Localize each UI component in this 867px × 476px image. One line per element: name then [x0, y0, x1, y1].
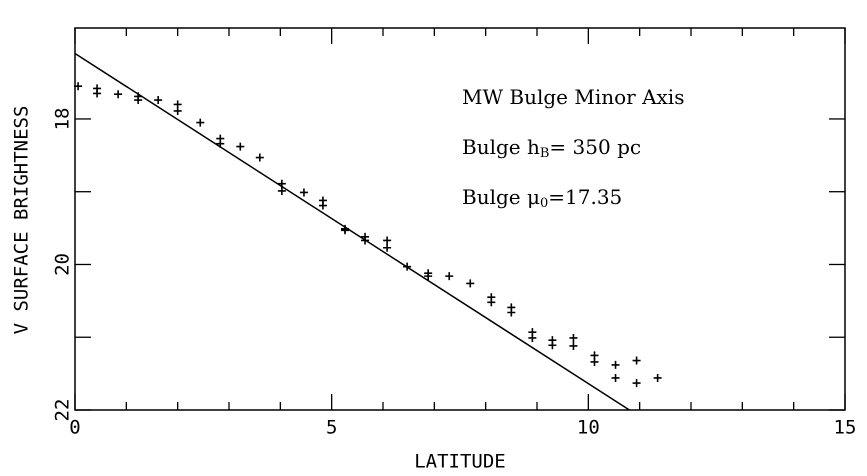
y-tick-label: 18 — [52, 108, 74, 131]
point — [318, 201, 327, 210]
point — [632, 356, 641, 365]
y-axis-label: V SURFACE BRIGHTNESS — [11, 106, 33, 335]
annotation-text: = 350 pc — [549, 135, 641, 159]
point — [383, 236, 392, 245]
point — [114, 90, 123, 99]
x-axis-label: LATITUDE — [414, 451, 506, 473]
point — [383, 243, 392, 252]
point — [487, 298, 496, 307]
annotation-subscript: 0 — [540, 196, 548, 211]
annotation-text: Bulge μ — [462, 185, 540, 209]
point — [590, 357, 599, 366]
point — [569, 333, 578, 342]
point — [548, 341, 557, 350]
plot-frame — [74, 27, 846, 411]
point — [466, 279, 475, 288]
point — [216, 139, 225, 148]
point — [653, 373, 662, 382]
point — [445, 272, 454, 281]
point — [277, 179, 286, 188]
point — [299, 188, 308, 197]
x-tick-label: 10 — [577, 417, 600, 439]
annotation-subscript: B — [540, 146, 550, 161]
point — [255, 153, 264, 162]
point — [134, 96, 143, 105]
point — [236, 142, 245, 151]
point — [632, 379, 641, 388]
y-tick-label: 22 — [52, 399, 74, 422]
annotation-text: Bulge h — [462, 135, 540, 159]
point — [611, 373, 620, 382]
annotation: Bulge μ0=17.35 — [462, 185, 622, 211]
point — [93, 89, 102, 98]
annotation-text: =17.35 — [548, 185, 622, 209]
fit-line — [74, 52, 630, 411]
point — [361, 236, 370, 245]
point — [74, 82, 83, 91]
point — [507, 308, 516, 317]
annotation: Bulge hB= 350 pc — [462, 135, 641, 161]
annotation-text: MW Bulge Minor Axis — [462, 85, 684, 109]
annotation: MW Bulge Minor Axis — [462, 85, 684, 109]
point — [528, 333, 537, 342]
point — [173, 106, 182, 115]
x-tick-label: 5 — [326, 417, 337, 439]
x-tick-label: 0 — [69, 417, 80, 439]
point — [196, 118, 205, 127]
y-tick-label: 20 — [52, 253, 74, 276]
point — [424, 272, 433, 281]
point — [611, 360, 620, 369]
point — [403, 262, 412, 271]
point — [154, 96, 163, 105]
x-tick-label: 15 — [834, 417, 857, 439]
point — [277, 186, 286, 195]
point — [341, 226, 350, 235]
point — [569, 341, 578, 350]
